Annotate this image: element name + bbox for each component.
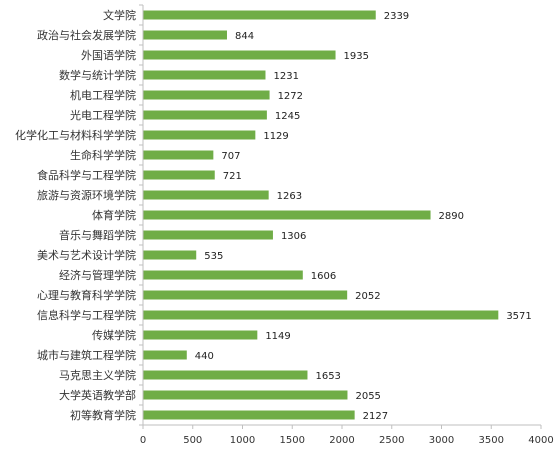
data-label: 1263: [277, 191, 302, 202]
category-labels: 文学院政治与社会发展学院外国语学院数学与统计学院机电工程学院光电工程学院化学化工…: [15, 8, 136, 422]
data-label: 3571: [506, 311, 531, 322]
category-label: 大学英语教学部: [59, 388, 136, 402]
bars-group: [143, 10, 499, 420]
bar: [143, 110, 267, 120]
category-label: 传媒学院: [92, 328, 136, 342]
x-tick-label: 3000: [429, 435, 454, 446]
data-label: 2890: [439, 211, 464, 222]
data-label: 440: [195, 351, 214, 362]
bar: [143, 30, 227, 40]
category-label: 马克思主义学院: [59, 368, 136, 382]
category-label: 心理与教育科学学院: [37, 288, 136, 302]
data-label: 2339: [384, 11, 409, 22]
bar: [143, 270, 303, 280]
category-label: 化学化工与材料科学学院: [15, 128, 136, 142]
bar: [143, 210, 431, 220]
data-label: 1231: [273, 71, 298, 82]
bar: [143, 90, 270, 100]
data-label: 1653: [315, 371, 340, 382]
category-label: 初等教育学院: [70, 408, 136, 422]
value-labels: 2339 844 1935 1231 1272 1245 1129 707 721 1263 289…: [195, 11, 532, 422]
data-label: 1935: [344, 51, 369, 62]
data-label: 1245: [275, 111, 300, 122]
bar: [143, 70, 266, 80]
category-label: 音乐与舞蹈学院: [59, 228, 136, 242]
category-label: 旅游与资源环境学院: [37, 188, 136, 202]
x-tick-label: 2500: [379, 435, 404, 446]
category-label: 经济与管理学院: [59, 268, 136, 282]
y-axis: [139, 4, 144, 426]
x-tick-label: 1000: [230, 435, 255, 446]
bar: [143, 230, 273, 240]
category-label: 生命科学学院: [70, 148, 136, 162]
bar: [143, 310, 499, 320]
data-label: 2055: [355, 391, 380, 402]
x-tick-label: 0: [140, 435, 146, 446]
x-tick-label: 1500: [280, 435, 305, 446]
bar: [143, 170, 215, 180]
category-label: 机电工程学院: [70, 88, 136, 102]
data-label: 844: [235, 31, 254, 42]
data-label: 535: [204, 251, 223, 262]
data-label: 721: [223, 171, 242, 182]
category-label: 政治与社会发展学院: [37, 28, 136, 42]
bar: [143, 390, 348, 400]
data-label: 1149: [265, 331, 290, 342]
bar: [143, 350, 187, 360]
category-label: 数学与统计学院: [59, 68, 136, 82]
data-label: 1306: [281, 231, 306, 242]
data-label: 2052: [355, 291, 380, 302]
x-tick-label: 3500: [479, 435, 504, 446]
bar: [143, 50, 336, 60]
category-label: 城市与建筑工程学院: [37, 348, 136, 362]
bar: [143, 370, 308, 380]
data-label: 1272: [278, 91, 303, 102]
category-label: 体育学院: [92, 208, 136, 222]
bar: [143, 150, 214, 160]
data-label: 1606: [311, 271, 336, 282]
bar: [143, 190, 269, 200]
bar: [143, 130, 256, 140]
bar: [143, 290, 348, 300]
category-label: 食品科学与工程学院: [37, 168, 136, 182]
bar: [143, 410, 355, 420]
x-tick-label: 4000: [528, 435, 553, 446]
x-tick-label: 2000: [329, 435, 354, 446]
x-tick-label: 500: [183, 435, 202, 446]
category-label: 外国语学院: [81, 48, 136, 62]
bar: [143, 10, 376, 20]
category-label: 美术与艺术设计学院: [37, 248, 136, 262]
category-label: 文学院: [103, 8, 136, 22]
x-axis: 0 500 1000 1500 2000 2500 3000 3500 4000: [140, 424, 554, 446]
bar: [143, 330, 258, 340]
data-label: 707: [221, 151, 240, 162]
data-label: 1129: [263, 131, 288, 142]
data-label: 2127: [363, 411, 388, 422]
category-label: 光电工程学院: [70, 108, 136, 122]
bar: [143, 250, 197, 260]
category-label: 信息科学与工程学院: [37, 308, 136, 322]
